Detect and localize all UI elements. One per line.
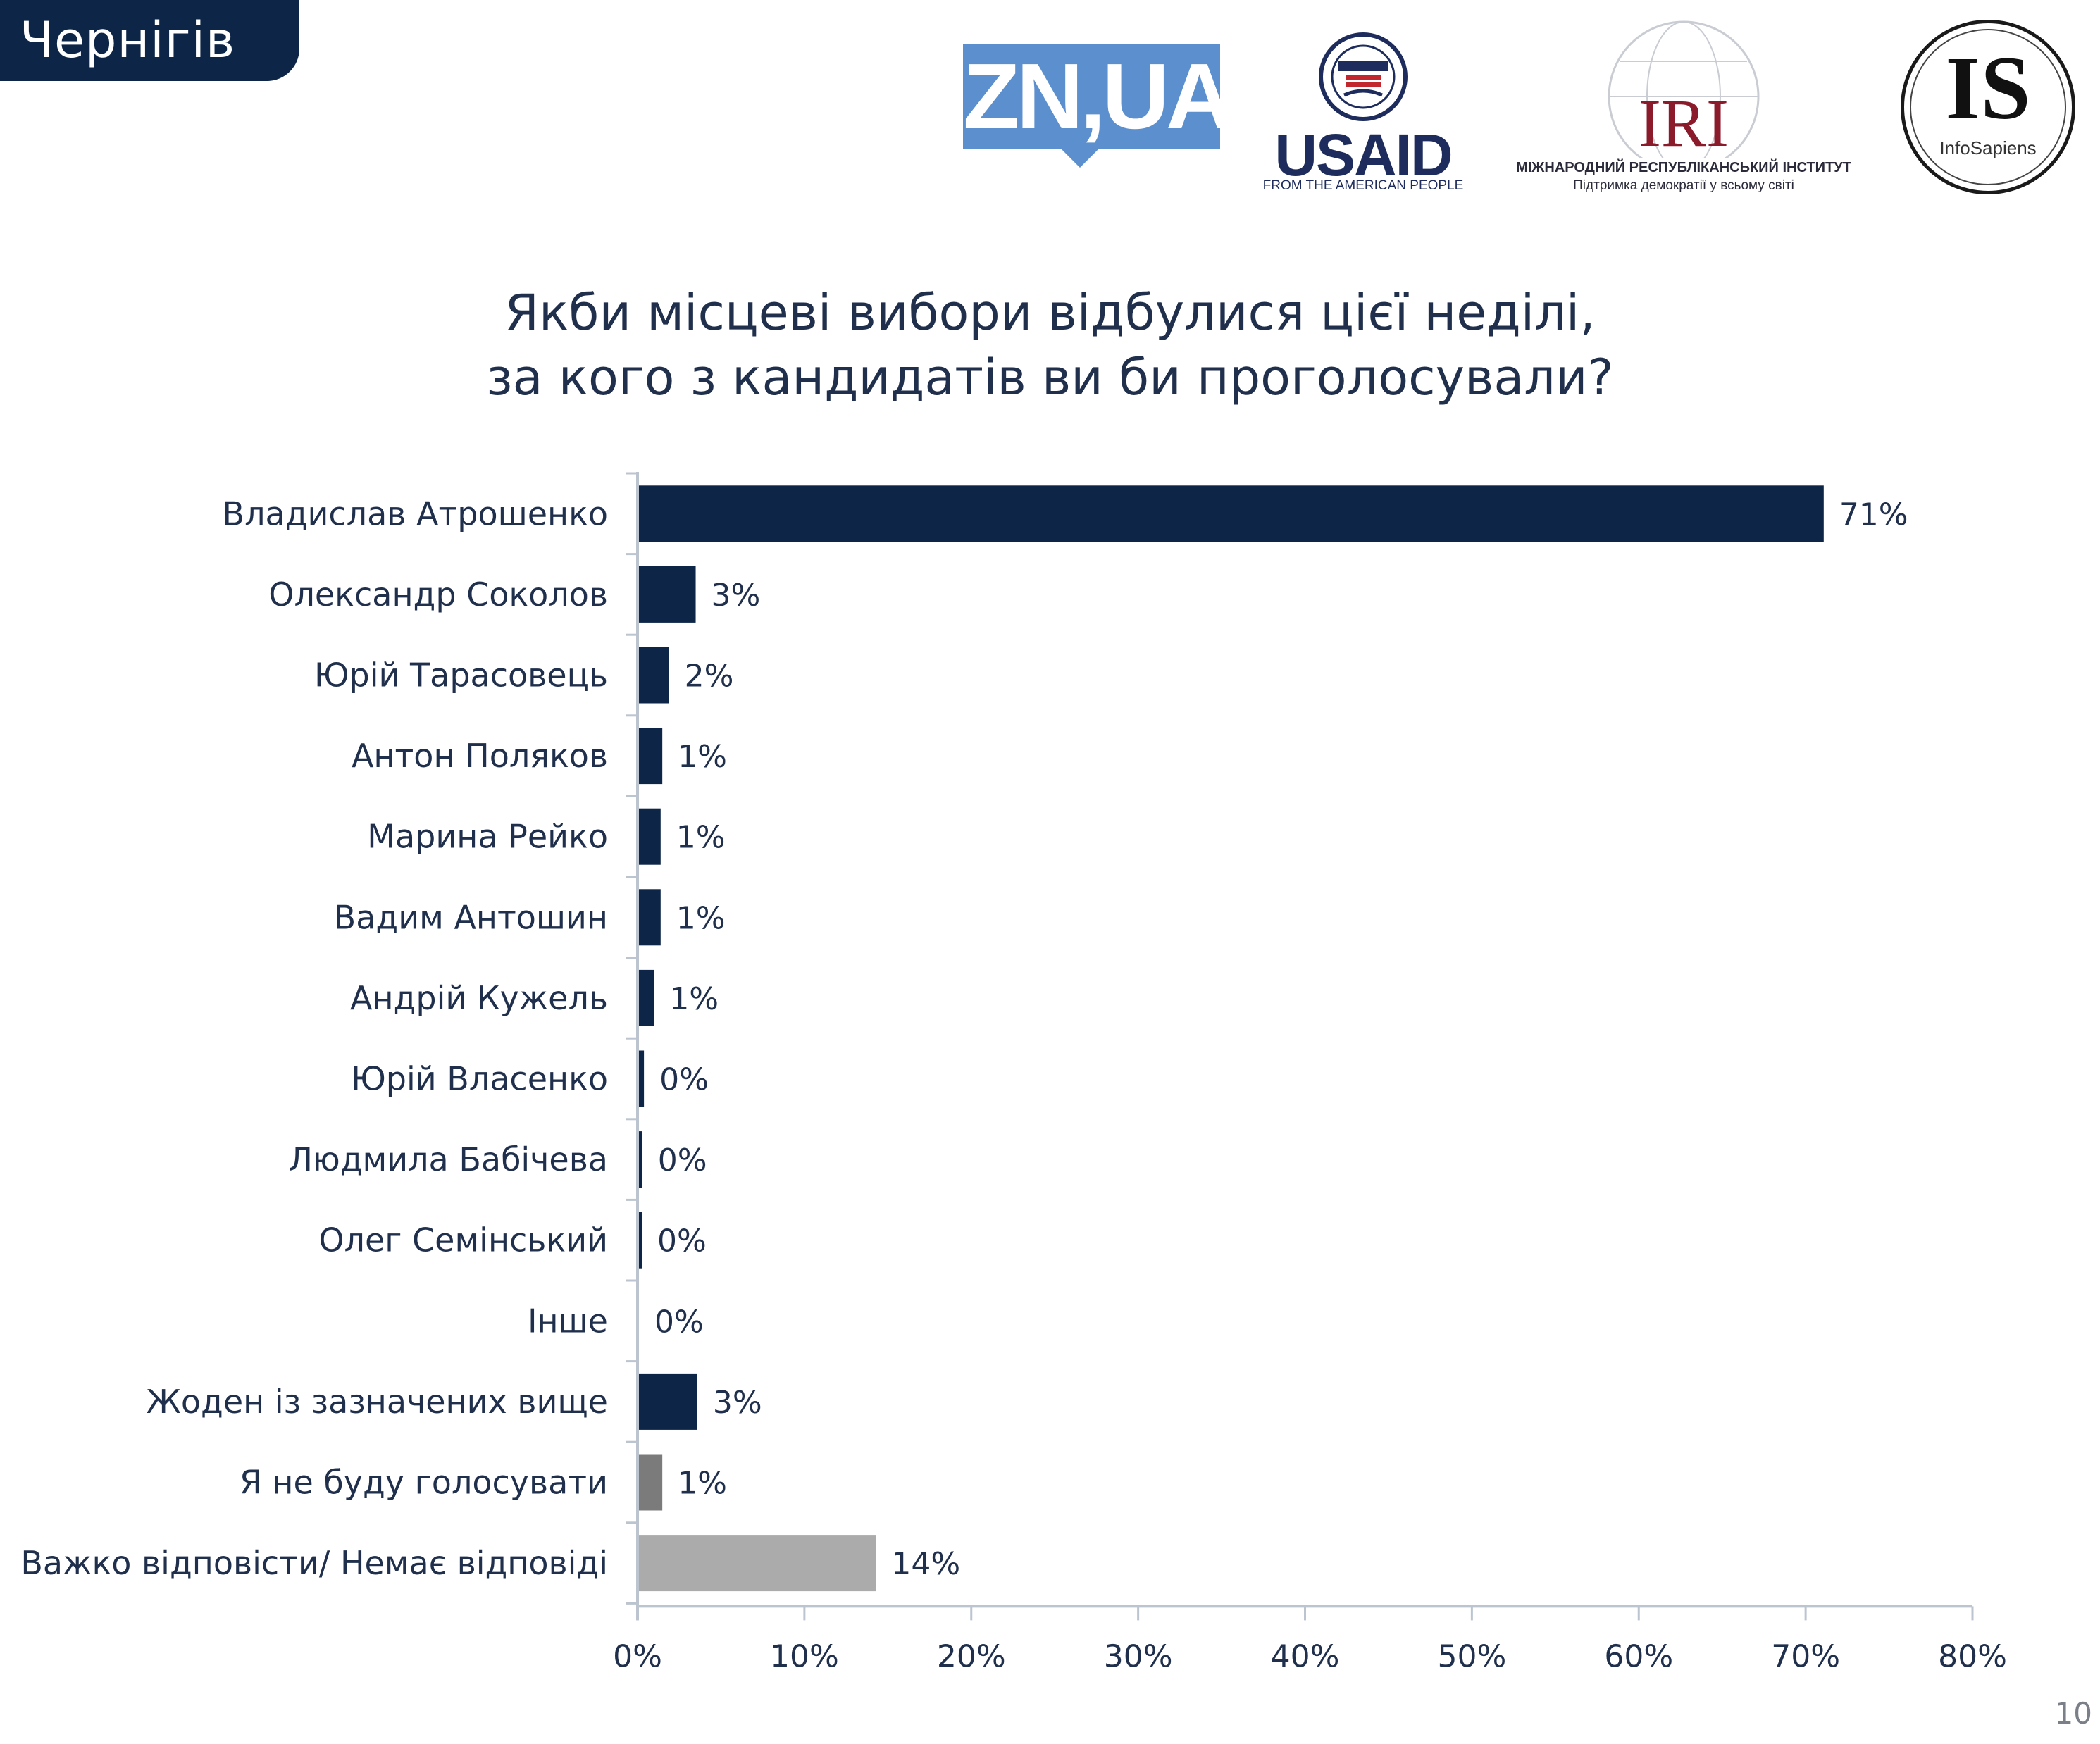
x-tick-label: 70% — [1771, 1638, 1840, 1674]
chart-title-line-1: Якби місцеві вибори відбулися цієї неділ… — [504, 284, 1596, 342]
infosapiens-ring — [1910, 29, 2066, 185]
value-label: 3% — [713, 1385, 762, 1421]
bar — [639, 1050, 645, 1107]
value-label: 1% — [676, 820, 726, 856]
value-label: 2% — [685, 659, 734, 695]
value-label: 1% — [676, 900, 726, 936]
infosapiens-logo: IS InfoSapiens — [1901, 20, 2075, 194]
category-label: Олександр Соколов — [268, 575, 608, 613]
infosapiens-name: InfoSapiens — [1939, 137, 2037, 158]
value-label: 0% — [654, 1304, 704, 1340]
usaid-seal-icon — [1319, 32, 1408, 121]
usaid-tagline: FROM THE AMERICAN PEOPLE — [1262, 178, 1464, 193]
globe-icon — [1608, 20, 1760, 158]
x-tick-label: 30% — [1104, 1638, 1173, 1674]
category-label: Юрій Власенко — [351, 1060, 608, 1098]
bar — [639, 485, 1824, 542]
infosapiens-mark: IS — [1945, 38, 2031, 138]
x-tick-label: 20% — [937, 1638, 1006, 1674]
iri-logo: IRI МІЖНАРОДНИЙ РЕСПУБЛІКАНСЬКИЙ ІНСТИТУ… — [1501, 18, 1867, 201]
category-label: Жоден із зазначених вище — [146, 1383, 608, 1421]
category-label: Я не буду голосувати — [240, 1464, 608, 1502]
x-tick-label: 60% — [1604, 1638, 1673, 1674]
category-label: Владислав Атрошенко — [223, 494, 608, 532]
value-label: 0% — [658, 1142, 707, 1178]
category-label: Юрій Тарасовець — [314, 656, 608, 695]
value-label: 1% — [678, 1466, 727, 1502]
value-label: 1% — [678, 739, 727, 775]
x-tick-label: 0% — [613, 1638, 662, 1674]
iri-word: IRI — [1639, 85, 1729, 161]
category-label: Андрій Кужель — [350, 979, 608, 1017]
zn-ua-logo: ZN,UA — [963, 44, 1233, 149]
category-label: Інше — [528, 1302, 608, 1340]
value-label: 0% — [657, 1223, 707, 1259]
bar — [639, 566, 696, 623]
usaid-word: USAID — [1274, 122, 1453, 188]
bar — [639, 808, 661, 865]
value-label: 0% — [659, 1062, 709, 1098]
value-label: 3% — [712, 578, 761, 613]
x-tick-label: 40% — [1271, 1638, 1340, 1674]
bar — [639, 1212, 642, 1269]
bar — [639, 969, 654, 1026]
chart-title-line-2: за кого з кандидатів ви би проголосували… — [486, 349, 1614, 406]
value-label: 1% — [669, 981, 719, 1017]
category-label: Олег Семінський — [318, 1221, 608, 1259]
x-tick-label: 50% — [1437, 1638, 1506, 1674]
page-number: 10 — [2054, 1696, 2092, 1731]
category-label: Марина Рейко — [367, 818, 608, 856]
value-label: 71% — [1839, 497, 1908, 532]
x-tick-label: 80% — [1938, 1638, 2007, 1674]
bar — [639, 1454, 663, 1511]
city-label: Чернігів — [0, 0, 299, 81]
bar — [639, 1535, 876, 1592]
zn-ua-logo-tail — [1060, 148, 1100, 168]
chart-title: Якби місцеві вибори відбулися цієї неділ… — [0, 280, 2100, 410]
bar — [639, 1131, 642, 1188]
value-label: 14% — [891, 1546, 960, 1582]
iri-tagline: Підтримка демократії у всьому світі — [1573, 178, 1794, 193]
x-tick-label: 10% — [770, 1638, 839, 1674]
bar — [639, 1373, 697, 1430]
iri-name: МІЖНАРОДНИЙ РЕСПУБЛІКАНСЬКИЙ ІНСТИТУТ — [1516, 160, 1851, 175]
category-label: Вадим Антошин — [334, 898, 608, 936]
usaid-logo: USAID FROM THE AMERICAN PEOPLE — [1254, 32, 1472, 201]
bar — [639, 889, 661, 946]
category-label: Антон Поляков — [352, 737, 608, 775]
bar — [639, 647, 669, 704]
bar — [639, 728, 663, 785]
category-label: Важко відповісти/ Немає відповіді — [20, 1544, 608, 1582]
category-label: Людмила Бабічева — [288, 1140, 608, 1178]
